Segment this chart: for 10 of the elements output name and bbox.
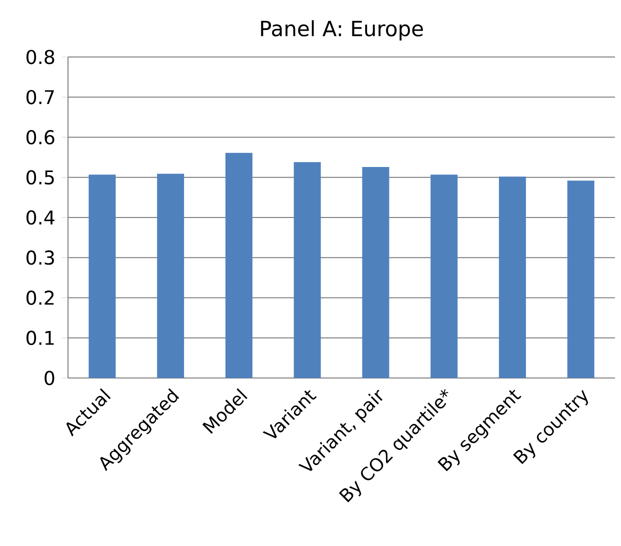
y-tick-label: 0.4 bbox=[26, 210, 54, 225]
y-tick-label: 0.7 bbox=[26, 90, 54, 104]
y-tick-label: 0.5 bbox=[26, 170, 54, 185]
y-tick-label: 0.1 bbox=[26, 330, 54, 346]
y-tick-label: 0.8 bbox=[26, 50, 54, 64]
y-tick-label: 0 bbox=[44, 370, 54, 386]
chart-title: Panel A: Europe bbox=[261, 20, 423, 41]
y-tick-label: 0.6 bbox=[26, 130, 54, 144]
y-tick-label: 0.3 bbox=[26, 250, 54, 265]
y-tick-label: 0.2 bbox=[26, 290, 54, 305]
